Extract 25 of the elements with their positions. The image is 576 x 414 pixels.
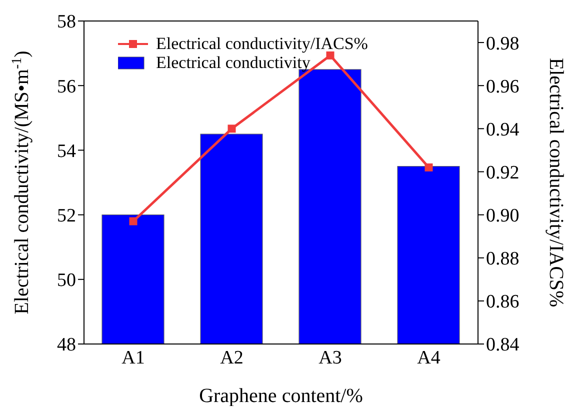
y2-tick-label: 0.86 [486, 292, 520, 313]
legend-label: Electrical conductivity [156, 53, 310, 72]
y-tick-label: 56 [57, 76, 76, 98]
y-tick-label: 48 [57, 334, 76, 356]
x-tick-label: A3 [318, 347, 342, 368]
y-tick-label: 54 [57, 140, 76, 162]
y2-tick-label: 0.96 [486, 76, 520, 98]
y-tick-label: 50 [57, 270, 76, 292]
point [129, 217, 138, 226]
legend-label: Electrical conductivity/IACS% [156, 34, 368, 53]
y2-tick-label: 0.88 [486, 248, 520, 270]
x-tick-label: A1 [122, 347, 145, 368]
y-tick-label: 58 [57, 12, 76, 33]
y2-tick-label: 0.92 [486, 162, 520, 184]
point [424, 163, 433, 172]
x-tick-label: A2 [220, 347, 244, 368]
point [228, 124, 236, 133]
x-tick-label: A4 [417, 347, 441, 368]
y2-tick-label: 0.90 [486, 206, 520, 227]
y-tick-label: 52 [57, 206, 76, 227]
y2-axis-title: Electrical conductivity/IACS% [545, 58, 567, 308]
y2-tick-label: 0.94 [486, 119, 520, 140]
x-axis-title: Graphene content/% [199, 385, 363, 407]
y2-tick-label: 0.98 [486, 33, 520, 54]
y2-tick-label: 0.84 [486, 334, 520, 356]
